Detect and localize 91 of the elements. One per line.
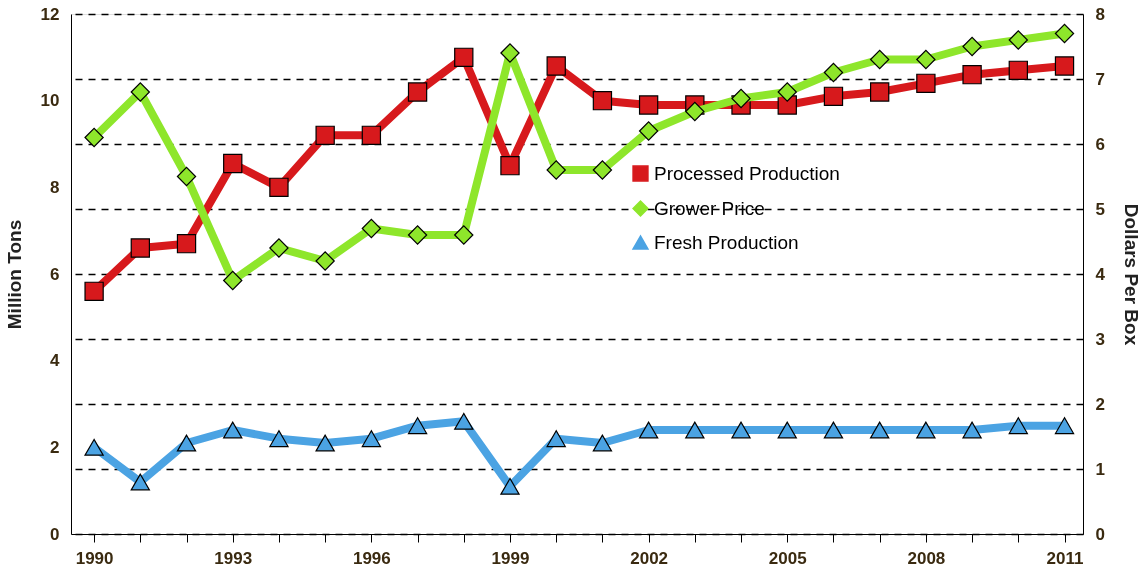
point <box>962 64 982 85</box>
x-tick-label: 1993 <box>214 548 253 568</box>
y2-tick-label: 3 <box>1095 329 1105 349</box>
x-tick-label: 2002 <box>630 548 669 568</box>
point <box>869 421 890 439</box>
point <box>962 36 982 57</box>
y2-tick-label: 4 <box>1095 264 1106 284</box>
y-tick-label: 0 <box>50 524 60 544</box>
point <box>130 82 150 102</box>
y-tick-label: 10 <box>40 91 60 111</box>
point <box>223 270 243 291</box>
y2-tick-label: 1 <box>1095 459 1105 479</box>
point <box>454 47 474 68</box>
point <box>223 153 243 174</box>
point <box>916 49 936 70</box>
point <box>546 430 566 448</box>
point <box>130 238 150 258</box>
point <box>361 430 382 448</box>
y2-tick-label: 7 <box>1095 69 1105 89</box>
x-tick-label: 2005 <box>768 548 807 568</box>
point <box>1008 60 1028 81</box>
point <box>546 56 566 76</box>
y2-tick-label: 0 <box>1095 524 1105 544</box>
point <box>1054 56 1075 76</box>
point <box>823 86 844 107</box>
x-tick-label: 1990 <box>75 548 114 568</box>
point <box>592 160 613 180</box>
y-tick-label: 6 <box>50 264 60 284</box>
point <box>500 43 520 63</box>
x-tick-label: 1999 <box>491 548 530 568</box>
point <box>685 101 705 122</box>
point <box>454 225 474 245</box>
point <box>1054 23 1075 44</box>
x-tick-label: 2008 <box>907 548 946 568</box>
y2-tick-label: 5 <box>1095 199 1105 219</box>
y-tick-label: 2 <box>50 437 60 457</box>
x-tick-label: 1996 <box>352 548 391 568</box>
point <box>130 473 150 491</box>
point <box>1008 417 1028 435</box>
point <box>823 62 844 83</box>
point <box>269 238 289 258</box>
point <box>638 121 659 141</box>
y2-tick-label: 2 <box>1095 394 1105 414</box>
point <box>500 155 520 176</box>
point <box>777 421 797 439</box>
point <box>407 225 428 245</box>
point <box>84 281 104 302</box>
legend-label: Fresh Production <box>654 231 799 253</box>
point <box>731 88 751 109</box>
point <box>269 177 289 198</box>
point <box>777 82 797 102</box>
y2-axis-title: Dollars Per Box <box>1120 203 1142 346</box>
point <box>869 49 890 70</box>
point <box>176 434 197 452</box>
point <box>269 430 289 448</box>
legend-label: Processed Production <box>654 162 840 184</box>
y-tick-label: 8 <box>50 177 60 197</box>
y-axis-title: Million Tons <box>3 219 25 330</box>
y-tick-label: 12 <box>40 4 60 24</box>
point <box>962 421 982 439</box>
point <box>823 421 844 439</box>
point <box>916 73 936 94</box>
point <box>546 160 566 180</box>
point <box>592 90 613 111</box>
point <box>1008 30 1028 50</box>
point <box>315 251 335 271</box>
x-tick-label: 2011 <box>1046 548 1084 568</box>
point <box>731 421 751 439</box>
point <box>592 434 613 452</box>
point <box>454 412 474 430</box>
point <box>869 82 890 102</box>
point <box>1054 417 1075 435</box>
point <box>638 421 659 439</box>
point <box>685 421 705 439</box>
point <box>315 434 335 452</box>
y-tick-label: 4 <box>50 351 61 371</box>
point <box>500 477 520 495</box>
point <box>176 233 197 254</box>
point <box>315 125 335 146</box>
point <box>638 95 659 115</box>
point <box>916 421 936 439</box>
y2-tick-label: 8 <box>1095 4 1105 24</box>
point <box>84 127 104 148</box>
point <box>407 82 428 102</box>
point <box>176 166 197 187</box>
point <box>361 218 382 239</box>
y2-tick-label: 6 <box>1095 134 1105 154</box>
point <box>361 125 382 146</box>
point <box>407 417 428 435</box>
point <box>84 438 104 456</box>
point <box>223 421 243 439</box>
